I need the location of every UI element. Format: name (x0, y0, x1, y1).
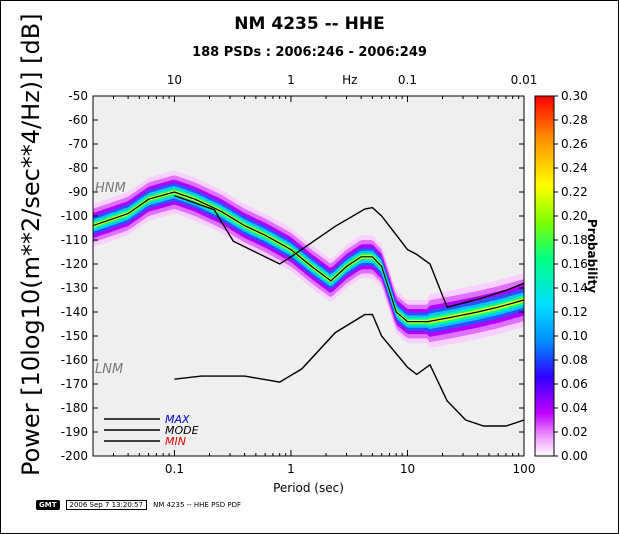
x-tick-label: 0.1 (165, 462, 184, 476)
x-tick-label: 1 (287, 462, 295, 476)
y-tick-label: -80 (68, 161, 88, 175)
colorbar-tick-label: 0.30 (561, 89, 588, 103)
y-tick-label: -140 (61, 305, 88, 319)
top-tick-label: 10 (167, 73, 182, 87)
axis-ticks-layer: -50 -60 -70 -80 -90 -100 -110 -120 -130 -140 -150 -… (61, 73, 538, 495)
lnm-label: LNM (95, 362, 123, 377)
top-tick-label: 1 (287, 73, 295, 87)
hnm-label: HNM (95, 181, 126, 196)
colorbar-tick-label: 0.26 (561, 137, 588, 151)
chart-title: NM 4235 -- HHE (234, 14, 385, 34)
top-tick-label: 0.1 (398, 73, 417, 87)
colorbar-tick-label: 0.18 (561, 233, 588, 247)
colorbar-tick-label: 0.02 (561, 425, 588, 439)
y-tick-label: -90 (68, 185, 88, 199)
colorbar-tick-label: 0.00 (561, 449, 588, 463)
y-tick-label: -200 (61, 449, 88, 463)
pdf-probability-band (93, 170, 524, 349)
colorbar-tick-label: 0.28 (561, 113, 588, 127)
colorbar-tick-label: 0.16 (561, 257, 588, 271)
y-tick-label: -150 (61, 329, 88, 343)
top-tick-label: 0.01 (511, 73, 538, 87)
curves-layer (93, 191, 524, 427)
y-tick-label: -190 (61, 425, 88, 439)
series-line-lnm (174, 313, 524, 427)
chart-subtitle: 188 PSDs : 2006:246 - 2006:249 (192, 45, 427, 60)
y-tick-label: -180 (61, 401, 88, 415)
x-axis-label: Period (sec) (273, 481, 344, 495)
y-tick-label: -110 (61, 233, 88, 247)
y-tick-label: -50 (68, 89, 88, 103)
series-line-hnm (174, 194, 524, 309)
legend-label-max: MAX (165, 413, 190, 426)
colorbar-label: Probability (585, 218, 599, 294)
y-tick-label: -60 (68, 113, 88, 127)
y-tick-label: -170 (61, 377, 88, 391)
pdf-band-level-6 (93, 190, 524, 324)
y-tick-label: -100 (61, 209, 88, 223)
x-tick-label: 100 (513, 462, 536, 476)
y-tick-label: -130 (61, 281, 88, 295)
colorbar-tick-label: 0.08 (561, 353, 588, 367)
top-axis-label: Hz (342, 73, 357, 87)
footer-timestamp: 2006 Sep 7 13:20:57 (65, 500, 148, 510)
colorbar-tick-label: 0.04 (561, 401, 588, 415)
footer: GMT 2006 Sep 7 13:20:57 NM 4235 -- HHE P… (36, 500, 241, 510)
colorbar-tick-label: 0.14 (561, 281, 588, 295)
plot-border (92, 95, 525, 457)
series-line-mode (93, 191, 524, 323)
y-tick-label: -160 (61, 353, 88, 367)
colorbar-tick-label: 0.20 (561, 209, 588, 223)
colorbar-tick-label: 0.06 (561, 377, 588, 391)
colorbar (534, 95, 555, 457)
footer-caption: NM 4235 -- HHE PSD PDF (153, 501, 241, 509)
y-tick-label: -120 (61, 257, 88, 271)
gmt-logo: GMT (36, 500, 60, 510)
legend-label-mode: MODE (165, 424, 199, 437)
colorbar-tick-label: 0.10 (561, 329, 588, 343)
colorbar-tick-label: 0.24 (561, 161, 588, 175)
y-tick-label: -70 (68, 137, 88, 151)
x-tick-label: 10 (400, 462, 415, 476)
colorbar-ticks: 0.30 0.28 0.26 0.24 0.22 0.20 0.18 0.16 0.14 0.12… (554, 89, 588, 463)
legend-label-min: MIN (165, 435, 186, 448)
y-axis-label: Power [10log10(m**2/sec**4/Hz)] [dB] (17, 13, 45, 476)
colorbar-tick-label: 0.22 (561, 185, 588, 199)
colorbar-tick-label: 0.12 (561, 305, 588, 319)
